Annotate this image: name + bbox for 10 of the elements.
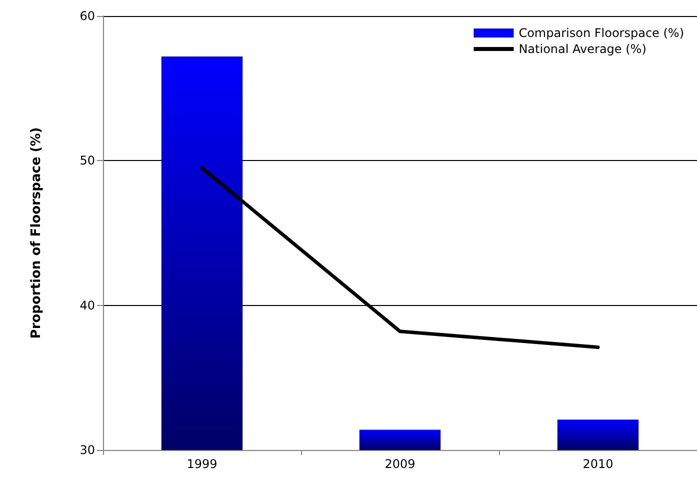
x-tick-label: 2009 (384, 457, 416, 471)
legend-label: National Average (%) (518, 42, 646, 56)
y-tick-label: 60 (80, 9, 95, 23)
x-tick-label: 2010 (582, 457, 614, 471)
y-tick-label: 50 (80, 154, 95, 168)
y-tick-label: 40 (80, 298, 95, 312)
legend-label: Comparison Floorspace (%) (518, 26, 684, 40)
y-tick-label: 30 (80, 443, 95, 457)
x-tick-label: 1999 (186, 457, 218, 471)
y-axis-title: Proportion of Floorspace (%) (29, 127, 44, 339)
